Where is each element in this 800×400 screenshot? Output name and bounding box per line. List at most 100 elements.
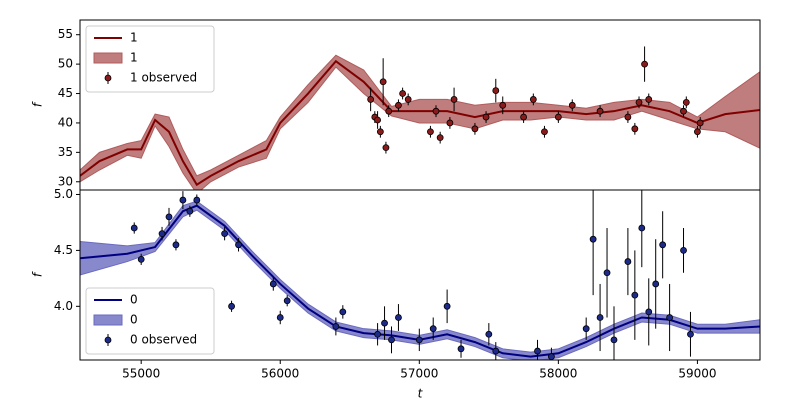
observed-point: [137, 255, 145, 263]
observed-point: [165, 213, 173, 221]
observed-point: [436, 134, 444, 142]
legend-label: 0 observed: [130, 333, 197, 347]
observed-point: [399, 90, 407, 97]
legend-label: 0: [130, 313, 138, 327]
y-axis-label: f: [31, 271, 45, 277]
legend-band: [93, 52, 123, 64]
observed-point: [186, 207, 194, 215]
observed-point: [429, 325, 437, 333]
observed-point: [339, 308, 347, 316]
observed-point: [193, 196, 201, 204]
observed-point: [696, 119, 704, 127]
observed-point: [332, 323, 340, 330]
observed-point: [404, 96, 412, 103]
observed-point: [228, 302, 235, 310]
confidence-band: [80, 200, 760, 360]
legend-box: [85, 287, 215, 355]
observed-point: [276, 314, 284, 321]
observed-point: [638, 224, 646, 232]
observed-point: [529, 96, 537, 103]
observed-point: [548, 353, 555, 360]
plot-area: [80, 190, 760, 360]
observed-point: [457, 345, 465, 353]
observed-point: [582, 325, 590, 333]
legend-label: 1 observed: [130, 71, 197, 85]
observed-point: [610, 336, 618, 344]
observed-point: [415, 336, 423, 344]
observed-point: [450, 96, 458, 103]
y-tick-label: 45: [58, 86, 73, 100]
legend-box: [85, 25, 215, 93]
observed-point: [499, 101, 507, 109]
observed-point: [680, 107, 687, 115]
observed-point: [374, 330, 381, 338]
x-tick-label: 55000: [122, 367, 160, 381]
observed-point: [631, 291, 639, 299]
observed-point: [485, 330, 493, 338]
observed-point: [381, 319, 388, 327]
x-tick-label: 57000: [400, 367, 438, 381]
y-tick-label: 35: [58, 145, 73, 159]
observed-point: [492, 87, 500, 94]
legend-point: [104, 336, 112, 344]
observed-point: [520, 113, 527, 121]
observed-point: [367, 96, 375, 103]
observed-point: [432, 107, 440, 115]
observed-point: [471, 125, 479, 133]
observed-point: [645, 308, 653, 316]
observed-point: [568, 101, 576, 109]
y-tick-label: 4.0: [54, 299, 73, 313]
observed-point: [589, 235, 597, 243]
observed-point: [631, 125, 639, 133]
observed-point: [446, 119, 454, 127]
observed-point: [382, 144, 390, 152]
legend-point: [104, 74, 112, 82]
observed-point: [554, 113, 562, 121]
observed-point: [541, 128, 548, 136]
plot-area: [80, 46, 760, 190]
observed-point: [269, 280, 277, 288]
observed-point: [482, 113, 490, 121]
y-tick-label: 5.0: [54, 187, 73, 201]
y-tick-label: 40: [58, 115, 73, 129]
observed-point: [221, 230, 229, 238]
observed-point: [624, 258, 632, 265]
observed-point: [680, 246, 687, 254]
observed-point: [395, 101, 402, 109]
axes-frame: [79, 189, 761, 361]
observed-point: [376, 128, 384, 136]
y-axis-label: f: [31, 101, 45, 107]
observed-point: [687, 330, 694, 338]
observed-point: [385, 107, 393, 115]
observed-point: [172, 241, 180, 249]
y-tick-label: 30: [58, 174, 73, 188]
observed-point: [388, 336, 395, 344]
x-tick-label: 58000: [539, 367, 577, 381]
observed-point: [635, 98, 643, 106]
observed-point: [379, 78, 387, 86]
observed-point: [158, 230, 166, 238]
observed-point: [603, 269, 611, 277]
y-tick-label: 50: [58, 57, 73, 71]
mean-line: [80, 59, 760, 187]
y-tick-label: 55: [58, 27, 73, 41]
legend-band: [93, 314, 123, 326]
y-tick-label: 4.5: [54, 243, 73, 257]
observed-point: [645, 96, 653, 103]
observed-point: [427, 128, 434, 136]
observed-point: [652, 280, 660, 288]
observed-point: [641, 60, 648, 68]
observed-point: [492, 347, 500, 355]
x-tick-label: 56000: [261, 367, 299, 381]
legend-label: 0: [130, 293, 138, 307]
observed-point: [624, 113, 632, 121]
x-tick-label: 59000: [678, 367, 716, 381]
x-axis-label: t: [418, 387, 424, 400]
observed-point: [596, 107, 604, 115]
observed-point: [694, 128, 701, 136]
observed-point: [179, 196, 187, 204]
observed-point: [659, 241, 667, 249]
observed-point: [666, 314, 674, 321]
observed-point: [596, 314, 604, 321]
